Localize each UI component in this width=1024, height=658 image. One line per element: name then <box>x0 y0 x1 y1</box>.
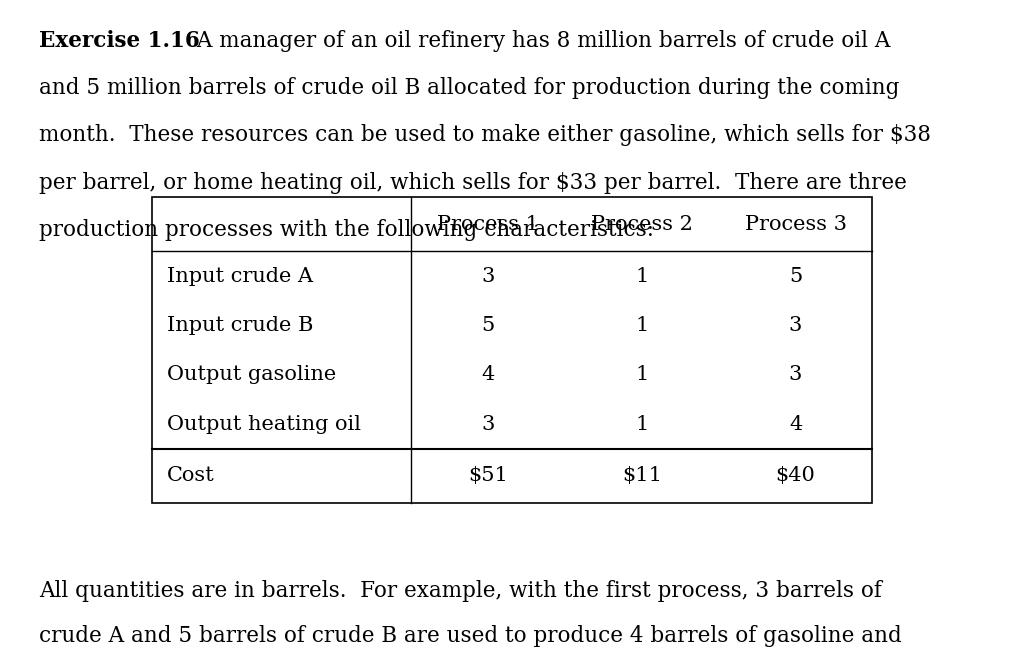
Text: A manager of an oil refinery has 8 million barrels of crude oil A: A manager of an oil refinery has 8 milli… <box>190 30 891 51</box>
Text: per barrel, or home heating oil, which sells for $33 per barrel.  There are thre: per barrel, or home heating oil, which s… <box>39 172 907 193</box>
Text: $51: $51 <box>468 467 508 485</box>
Text: Input crude B: Input crude B <box>167 316 313 335</box>
Text: and 5 million barrels of crude oil B allocated for production during the coming: and 5 million barrels of crude oil B all… <box>39 77 899 99</box>
Text: 1: 1 <box>635 316 648 335</box>
Text: 1: 1 <box>635 365 648 384</box>
Text: Process 1: Process 1 <box>437 215 539 234</box>
Text: month.  These resources can be used to make either gasoline, which sells for $38: month. These resources can be used to ma… <box>39 124 931 146</box>
Text: crude A and 5 barrels of crude B are used to produce 4 barrels of gasoline and: crude A and 5 barrels of crude B are use… <box>39 625 902 647</box>
Text: Input crude A: Input crude A <box>167 266 313 286</box>
Bar <box>152 197 872 503</box>
Text: Exercise 1.16: Exercise 1.16 <box>39 30 200 51</box>
Text: Process 3: Process 3 <box>744 215 847 234</box>
Text: 3: 3 <box>788 365 802 384</box>
Text: 4: 4 <box>788 415 802 434</box>
Text: production processes with the following characteristics:: production processes with the following … <box>39 219 654 241</box>
Text: 3: 3 <box>481 266 495 286</box>
Text: Output heating oil: Output heating oil <box>167 415 360 434</box>
Text: 3: 3 <box>481 415 495 434</box>
Text: 1: 1 <box>635 415 648 434</box>
Text: $40: $40 <box>775 467 815 485</box>
Text: 1: 1 <box>635 266 648 286</box>
Text: Process 2: Process 2 <box>591 215 692 234</box>
Text: All quantities are in barrels.  For example, with the first process, 3 barrels o: All quantities are in barrels. For examp… <box>39 580 882 602</box>
Text: 4: 4 <box>481 365 495 384</box>
Text: 5: 5 <box>481 316 495 335</box>
Text: 3: 3 <box>788 316 802 335</box>
Text: 5: 5 <box>788 266 802 286</box>
Text: Output gasoline: Output gasoline <box>167 365 336 384</box>
Text: Cost: Cost <box>167 467 215 485</box>
Text: $11: $11 <box>622 467 662 485</box>
